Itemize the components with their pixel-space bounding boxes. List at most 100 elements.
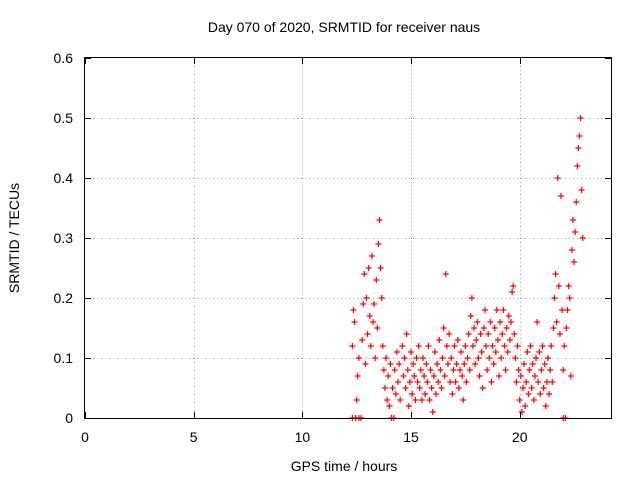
data-point — [491, 325, 498, 331]
data-point — [515, 367, 522, 373]
data-point — [506, 337, 513, 343]
data-point — [449, 391, 456, 397]
data-point — [392, 391, 399, 397]
data-point — [525, 391, 532, 397]
data-point — [499, 331, 506, 337]
grid-layer — [85, 58, 611, 418]
data-point — [381, 385, 388, 391]
data-point — [496, 373, 503, 379]
data-point — [440, 325, 447, 331]
data-point — [492, 349, 499, 355]
data-point — [490, 361, 497, 367]
data-point — [574, 163, 581, 169]
data-point — [405, 403, 412, 409]
x-tick-label: 15 — [403, 429, 419, 445]
data-point — [564, 307, 571, 313]
data-point — [553, 319, 560, 325]
data-point — [439, 355, 446, 361]
data-point — [402, 385, 409, 391]
data-point — [385, 373, 392, 379]
data-point — [350, 307, 357, 313]
data-point — [509, 289, 516, 295]
data-point — [403, 331, 410, 337]
data-point — [394, 379, 401, 385]
data-point — [501, 343, 508, 349]
data-point — [418, 397, 425, 403]
data-point — [433, 391, 440, 397]
data-point — [498, 355, 505, 361]
data-point — [378, 295, 385, 301]
data-point — [415, 343, 422, 349]
data-point — [386, 403, 393, 409]
data-point — [364, 331, 371, 337]
data-point — [543, 379, 550, 385]
y-tick-label: 0.3 — [54, 230, 74, 246]
x-tick-label: 0 — [81, 429, 89, 445]
data-point — [502, 367, 509, 373]
data-point — [565, 283, 572, 289]
data-point — [485, 331, 492, 337]
data-point — [354, 373, 361, 379]
data-point — [372, 355, 379, 361]
data-point — [456, 367, 463, 373]
data-point — [538, 367, 545, 373]
data-point — [349, 343, 356, 349]
data-point — [519, 385, 526, 391]
data-point — [434, 361, 441, 367]
data-point — [447, 379, 454, 385]
data-point — [530, 397, 537, 403]
data-point — [567, 373, 574, 379]
data-point — [373, 277, 380, 283]
data-point — [469, 343, 476, 349]
data-point — [444, 361, 451, 367]
data-point — [472, 361, 479, 367]
axis-ticks — [85, 58, 611, 419]
data-point — [353, 397, 360, 403]
data-point — [383, 355, 390, 361]
data-point — [488, 379, 495, 385]
data-point — [377, 265, 384, 271]
data-point — [561, 343, 568, 349]
x-tick-label: 5 — [190, 429, 198, 445]
data-point — [419, 355, 426, 361]
data-point — [438, 385, 445, 391]
data-point — [493, 307, 500, 313]
data-point — [355, 355, 362, 361]
data-point — [424, 379, 431, 385]
data-point — [579, 235, 586, 241]
data-point — [430, 373, 437, 379]
data-point — [473, 337, 480, 343]
data-point — [389, 385, 396, 391]
data-point — [571, 259, 578, 265]
data-point — [528, 385, 535, 391]
data-point — [437, 367, 444, 373]
data-point — [371, 301, 378, 307]
data-point — [384, 397, 391, 403]
data-point — [552, 271, 559, 277]
data-point — [540, 385, 547, 391]
data-point — [425, 343, 432, 349]
data-point — [455, 385, 462, 391]
data-point — [423, 361, 430, 367]
data-point — [362, 361, 369, 367]
data-point — [417, 367, 424, 373]
data-point — [443, 343, 450, 349]
x-tick-label: 20 — [512, 429, 528, 445]
data-point — [537, 391, 544, 397]
data-point — [511, 331, 518, 337]
data-point — [576, 133, 583, 139]
data-point — [477, 331, 484, 337]
data-point — [539, 343, 546, 349]
data-point — [474, 319, 481, 325]
data-point — [558, 193, 565, 199]
data-point — [516, 397, 523, 403]
data-point — [404, 367, 411, 373]
y-tick-label: 0.4 — [54, 170, 74, 186]
data-point — [475, 355, 482, 361]
data-point — [421, 373, 428, 379]
data-point — [361, 271, 368, 277]
data-point — [517, 373, 524, 379]
data-point — [555, 283, 562, 289]
data-points — [349, 115, 586, 421]
data-point — [393, 349, 400, 355]
